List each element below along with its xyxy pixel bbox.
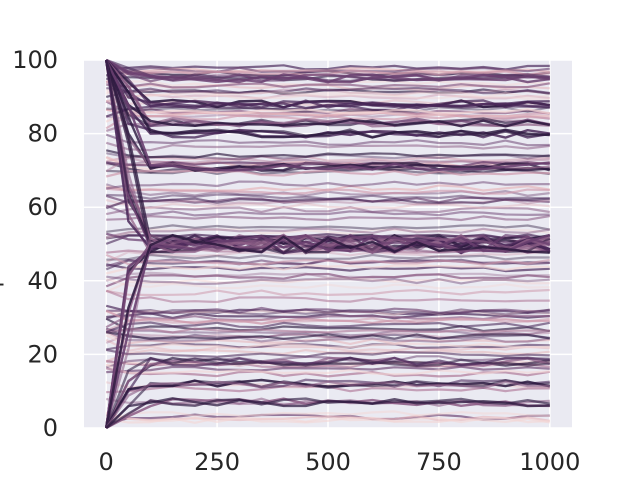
y-tick-label: 80 xyxy=(27,120,58,148)
series-line xyxy=(105,334,550,350)
series-line xyxy=(106,214,550,222)
series-line xyxy=(105,90,550,101)
y-tick-labels: 0 20 40 60 80 100 xyxy=(12,46,58,442)
series-line xyxy=(105,59,550,172)
series-line xyxy=(105,263,550,275)
series-line xyxy=(105,348,550,358)
series-line xyxy=(105,271,550,282)
series-line xyxy=(105,197,550,210)
series-line xyxy=(105,228,550,239)
series-line xyxy=(105,204,550,217)
series-line xyxy=(105,88,550,99)
series-line xyxy=(105,59,550,109)
series-line xyxy=(105,410,550,423)
series-line xyxy=(106,180,550,190)
series-line xyxy=(105,330,550,343)
series-line xyxy=(105,321,551,333)
series-line xyxy=(105,108,550,123)
series-line xyxy=(106,342,550,351)
x-tick-labels: 0 250 500 750 1000 xyxy=(99,448,581,476)
series-line xyxy=(105,133,550,147)
series-line xyxy=(105,93,550,103)
series-line xyxy=(106,331,550,341)
series-line xyxy=(106,86,550,95)
series-line xyxy=(106,275,550,286)
x-tick-label: 250 xyxy=(194,448,240,476)
series-line xyxy=(105,59,550,139)
y-tick-label: 20 xyxy=(27,340,58,368)
series-line xyxy=(105,233,550,429)
series-line xyxy=(105,155,550,163)
series-line xyxy=(105,308,550,321)
y-tick-label: 40 xyxy=(27,267,58,295)
series-line xyxy=(106,187,550,195)
series-line xyxy=(105,277,550,290)
x-tick-label: 0 xyxy=(99,448,114,476)
series-line xyxy=(105,233,551,429)
series-line xyxy=(105,331,550,345)
series-line xyxy=(105,141,550,152)
y-tick-label: 100 xyxy=(12,46,58,74)
series-line xyxy=(106,327,550,334)
series-line xyxy=(105,363,550,376)
x-tick-label: 1000 xyxy=(519,448,580,476)
series-line xyxy=(106,288,550,297)
series-line xyxy=(105,58,550,84)
series-line xyxy=(105,272,550,288)
series-line xyxy=(105,169,550,178)
series-line xyxy=(106,68,550,76)
series-line xyxy=(106,106,551,113)
y-tick-label: 0 xyxy=(43,414,58,442)
series-line xyxy=(106,416,550,424)
series-line xyxy=(105,397,550,429)
series-line xyxy=(105,59,550,139)
series-line xyxy=(105,59,550,109)
series-line xyxy=(106,224,550,233)
y-axis-label-fragment: - xyxy=(0,269,5,297)
series-line xyxy=(106,365,550,374)
series-line xyxy=(105,206,550,216)
x-tick-label: 500 xyxy=(305,448,351,476)
x-tick-label: 750 xyxy=(416,448,462,476)
series-line xyxy=(105,356,550,429)
series-line xyxy=(105,289,550,304)
series-line xyxy=(106,306,550,315)
series-line xyxy=(105,233,551,429)
series-line xyxy=(105,227,550,239)
series-lines xyxy=(105,58,551,430)
series-line xyxy=(105,149,550,159)
series-line xyxy=(105,317,550,333)
y-tick-label: 60 xyxy=(27,193,58,221)
series-line xyxy=(106,312,550,320)
series-line xyxy=(105,59,551,128)
series-line xyxy=(105,198,550,210)
series-line xyxy=(105,63,550,74)
series-line xyxy=(105,59,550,128)
series-line xyxy=(106,82,550,89)
series-line xyxy=(105,356,550,429)
series-line xyxy=(105,58,550,83)
series-line xyxy=(105,380,550,429)
series-line xyxy=(106,193,550,200)
series-line xyxy=(105,253,550,266)
series-line xyxy=(106,253,550,261)
series-line xyxy=(105,309,550,325)
series-line xyxy=(105,277,550,293)
